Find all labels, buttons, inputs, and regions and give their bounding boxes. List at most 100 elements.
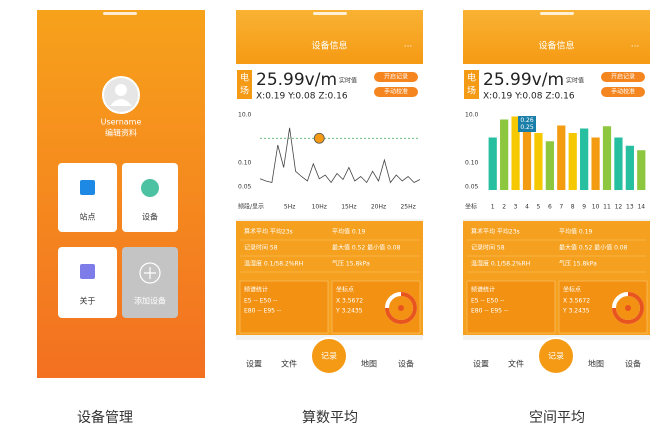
menu[interactable]: ... [631, 40, 640, 50]
box-line: Y 3.2435 [335, 308, 363, 315]
stat: 平均值 0.19 [559, 228, 592, 236]
y-tick-label: 10.0 [238, 112, 252, 119]
tile-icon [139, 262, 161, 284]
nav-item[interactable]: 地图 [588, 359, 604, 369]
plus [144, 267, 156, 279]
username: Username [101, 118, 142, 127]
nav-item[interactable]: 文件 [508, 359, 524, 369]
x-tick-label: 14 [637, 204, 645, 211]
stat: 平均值 0.19 [332, 228, 365, 236]
avatar-body [110, 99, 132, 106]
x-tick-label: 13 [626, 204, 634, 211]
box-title: 坐标点 [563, 286, 581, 294]
bar [614, 137, 623, 190]
stat-box [466, 280, 556, 334]
speaker [103, 12, 137, 15]
reading: 25.99v/m [256, 70, 337, 90]
bar [637, 150, 646, 190]
nav-item[interactable]: 设置 [473, 359, 489, 369]
box-line: E5 -- E50 -- [471, 298, 504, 305]
button[interactable] [601, 87, 645, 97]
box-title: 频谱统计 [471, 286, 495, 294]
y-tick-label: 0.10 [238, 160, 252, 167]
reading-note: 实时值 [339, 77, 357, 85]
stat: 最大值 0.52 最小值 0.08 [559, 244, 628, 252]
stat-box [558, 280, 648, 334]
x-tick-label: 6 [548, 204, 552, 211]
gauge-arc [385, 292, 417, 324]
stat: 气压 15.8kPa [559, 260, 597, 268]
caption: 算数平均 [302, 410, 358, 426]
field-badge [464, 70, 479, 99]
x-tick-label: 20Hz [371, 204, 386, 211]
nav-item[interactable]: 设备 [398, 359, 414, 369]
tile-site[interactable] [58, 163, 117, 232]
avatar-head [115, 84, 127, 96]
record-button[interactable] [537, 337, 575, 375]
tile-device[interactable] [122, 163, 178, 232]
threshold-marker[interactable] [313, 132, 325, 144]
x-tick-label: 25Hz [400, 204, 415, 211]
nav-item[interactable]: 文件 [281, 359, 297, 369]
bar [511, 116, 520, 190]
header [236, 10, 423, 64]
tile-about[interactable] [58, 247, 117, 318]
phone-home: Username 编辑资料 站点 设备 关于 添加设备 [37, 10, 205, 378]
x-tick-label: 10Hz [312, 204, 327, 211]
tile-label: 设备 [142, 212, 158, 222]
x-tick-label: 11 [603, 204, 611, 211]
box-title: 频谱统计 [244, 286, 268, 294]
bar [625, 145, 634, 190]
bar [568, 133, 577, 190]
x-axis-label: 坐标 [465, 203, 477, 211]
gauge-dot [398, 305, 404, 311]
x-tick-label: 5 [537, 204, 541, 211]
box-line: X 3.5672 [336, 298, 363, 305]
highlight-box [518, 116, 536, 132]
speaker [313, 12, 347, 15]
y-tick-label: 10.0 [465, 112, 479, 119]
field-label: 场 [240, 86, 249, 97]
bar [602, 126, 612, 190]
stat: 最大值 0.52 最小值 0.08 [332, 244, 401, 252]
stat-box [239, 280, 329, 334]
button-label: 开启记录 [611, 73, 635, 81]
button[interactable] [374, 87, 418, 97]
tile-label: 添加设备 [134, 296, 166, 306]
menu[interactable]: ... [404, 40, 413, 50]
header-title: 设备信息 [311, 40, 347, 52]
button[interactable] [601, 72, 645, 82]
button[interactable] [374, 72, 418, 82]
edit-profile[interactable]: 编辑资料 [105, 128, 137, 138]
box-line: Y 3.2435 [562, 308, 590, 315]
x-tick-label: 1 [491, 204, 495, 211]
stat-box [331, 280, 421, 334]
highlight-label: 0.25 [520, 124, 534, 131]
nav-item[interactable]: 设置 [246, 359, 262, 369]
bar [591, 137, 600, 190]
caption: 空间平均 [529, 410, 585, 426]
bar [488, 137, 497, 190]
button-label: 开启记录 [384, 73, 408, 81]
bar [545, 141, 554, 190]
caption: 设备管理 [77, 409, 133, 426]
field-badge [237, 70, 252, 99]
nav-item[interactable]: 设备 [625, 359, 641, 369]
y-tick-label: 0.10 [465, 160, 479, 167]
stat: 温湿度 0.1/58.2%RH [244, 260, 303, 268]
box-title: 坐标点 [336, 286, 354, 294]
box-line: E80 -- E95 -- [244, 308, 281, 315]
reading: 25.99v/m [483, 70, 564, 90]
button-label: 手动校准 [611, 88, 635, 96]
nav-item[interactable]: 地图 [361, 359, 377, 369]
bar [522, 118, 532, 190]
x-tick-label: 9 [582, 204, 586, 211]
x-tick-label: 8 [571, 204, 575, 211]
tile-icon [80, 180, 95, 195]
button-label: 手动校准 [384, 88, 408, 96]
record-button[interactable] [310, 337, 348, 375]
box-line: E80 -- E95 -- [471, 308, 508, 315]
x-tick-label: 4 [525, 204, 529, 211]
bar [580, 128, 589, 190]
